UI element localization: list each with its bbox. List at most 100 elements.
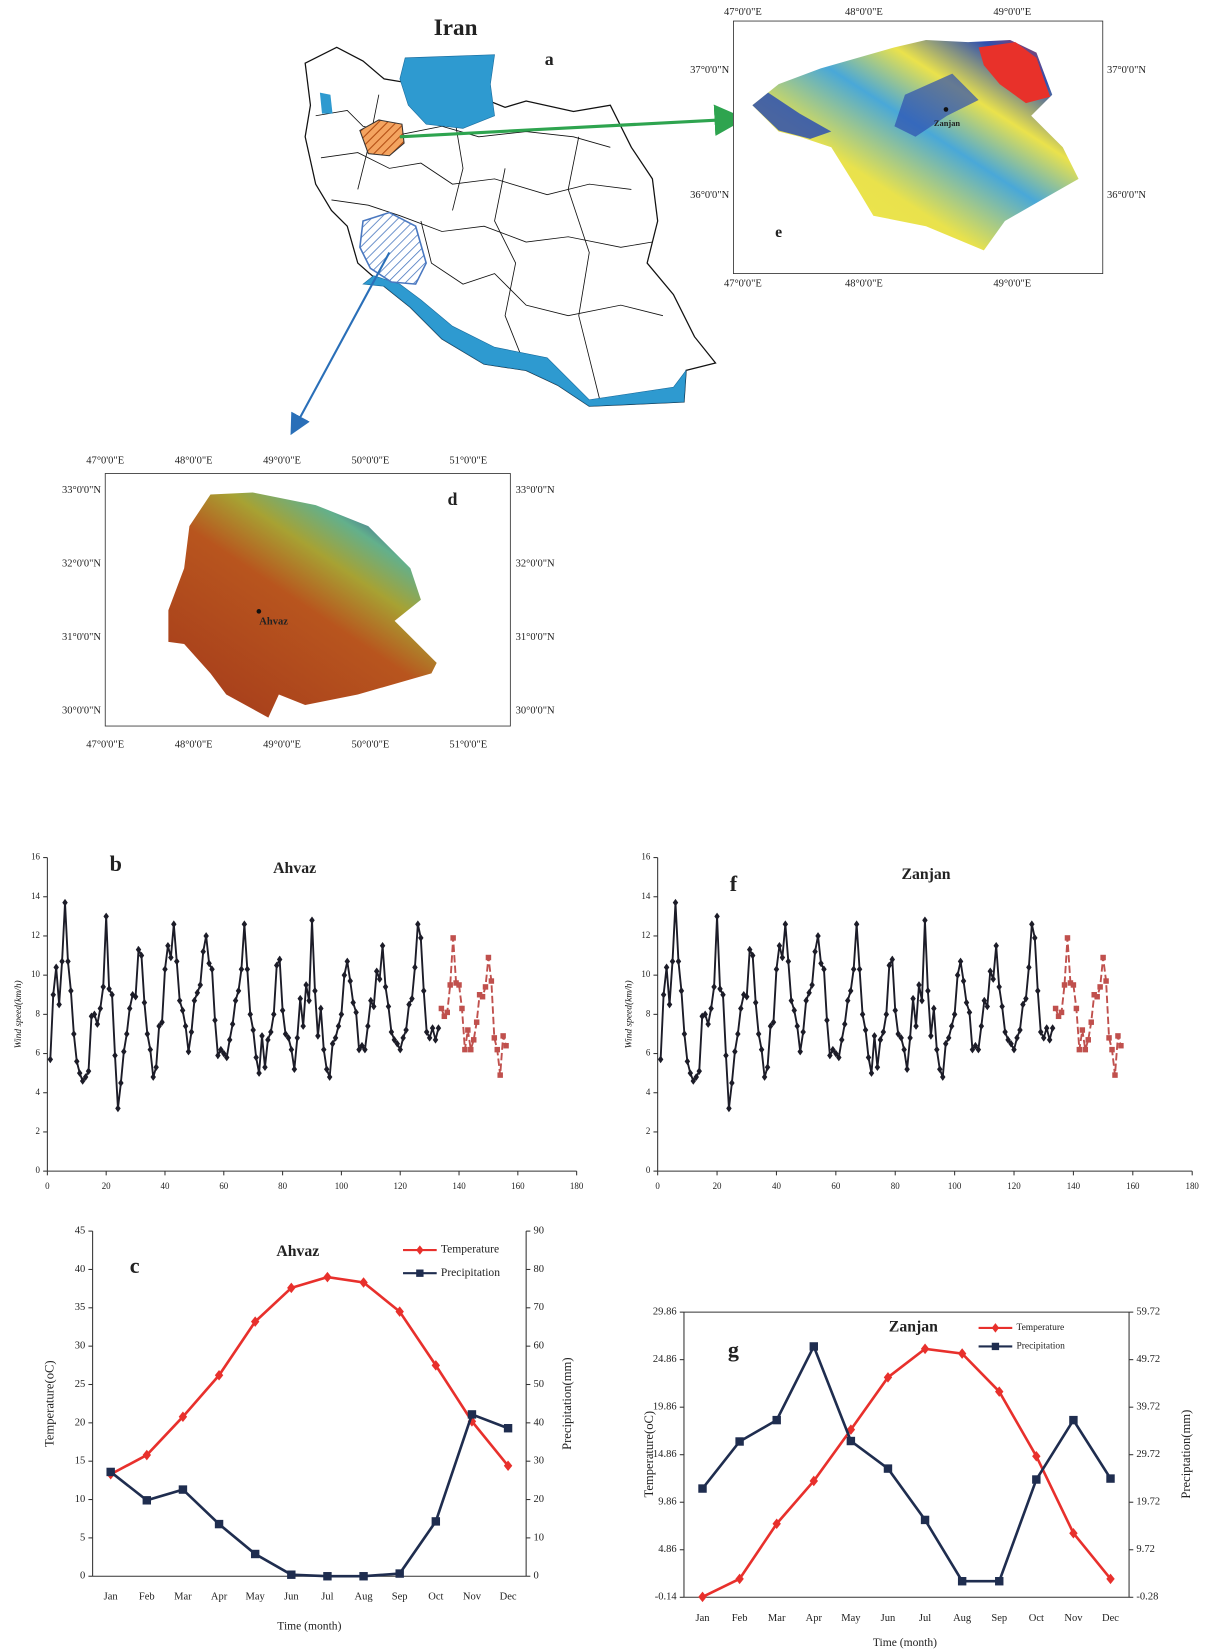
panel-label: a <box>545 49 554 69</box>
marker <box>430 1024 435 1032</box>
marker <box>1065 935 1070 940</box>
marker <box>901 1046 906 1054</box>
city-label: Ahvaz <box>259 616 288 627</box>
y-tick-label: 40 <box>75 1264 86 1275</box>
y2-tick-label: 19.72 <box>1136 1497 1160 1508</box>
marker <box>500 1033 505 1038</box>
marker <box>421 987 426 995</box>
city-dot <box>257 609 262 614</box>
x-tick-label: 140 <box>1067 1181 1081 1191</box>
marker <box>106 1468 114 1476</box>
marker <box>1118 1043 1123 1048</box>
chart: 0246810121416020406080100120140160180Zan… <box>623 852 1199 1191</box>
marker <box>227 1036 232 1044</box>
marker <box>298 995 303 1003</box>
y-axis-label: Wind speed(km/h) <box>13 980 24 1048</box>
lat-label: 31°0'0"N <box>516 632 555 643</box>
y-tick-label: 35 <box>75 1302 86 1313</box>
y-tick-label: 0 <box>80 1571 85 1582</box>
marker <box>1097 984 1102 989</box>
map-iran: Iran a <box>293 15 740 432</box>
y-tick-label: -0.14 <box>655 1592 678 1603</box>
marker <box>676 958 681 966</box>
y-tick-label: 16 <box>641 852 650 862</box>
lat-label: 33°0'0"N <box>516 485 555 496</box>
marker <box>1035 987 1040 995</box>
x-tick-label: 40 <box>161 1181 170 1191</box>
marker <box>1088 1019 1093 1024</box>
y2-axis-label: Precipitation(mm) <box>560 1357 574 1449</box>
marker <box>884 1011 889 1019</box>
marker <box>445 1010 450 1015</box>
marker <box>200 948 205 956</box>
marker <box>318 1005 323 1013</box>
marker <box>95 1020 100 1028</box>
marker <box>925 987 930 995</box>
lat-label: 30°0'0"N <box>516 706 555 717</box>
marker <box>673 899 678 907</box>
marker <box>183 1022 188 1030</box>
panel-label: g <box>728 1337 739 1362</box>
lat-label: 37°0'0"N <box>690 65 729 76</box>
y-tick-label: 14 <box>31 891 40 901</box>
marker <box>143 1496 151 1504</box>
marker <box>165 942 170 950</box>
marker <box>762 1073 767 1081</box>
city-label: Zanjan <box>934 119 960 128</box>
marker <box>892 1007 897 1015</box>
marker <box>480 994 485 999</box>
y-tick-label: 20 <box>75 1417 86 1428</box>
marker <box>483 984 488 989</box>
map-zanjan: Zanjan e 47°0'0"E 48°0'0"E 49°0'0"E 47°0… <box>690 7 1146 289</box>
marker <box>303 981 308 989</box>
lon-label: 47°0'0"E <box>724 279 762 290</box>
marker <box>127 1005 132 1013</box>
y-tick-label: 9.86 <box>658 1497 676 1508</box>
marker <box>342 971 347 979</box>
panel-label: f <box>730 871 738 896</box>
y2-tick-label: 29.72 <box>1136 1449 1160 1460</box>
y2-tick-label: 60 <box>534 1341 545 1352</box>
x-tick-label: May <box>841 1613 861 1624</box>
marker <box>1083 1047 1088 1052</box>
marker <box>98 1005 103 1013</box>
marker <box>1109 1047 1114 1052</box>
x-tick-label: 180 <box>1185 1181 1199 1191</box>
marker <box>789 997 794 1005</box>
marker <box>774 965 779 973</box>
y-tick-label: 4 <box>646 1087 651 1097</box>
marker <box>928 1032 933 1040</box>
marker <box>869 1069 874 1077</box>
marker <box>1115 1033 1120 1038</box>
x-tick-label: Dec <box>1102 1613 1119 1624</box>
marker <box>250 1026 255 1034</box>
x-tick-label: Mar <box>768 1613 786 1624</box>
y-tick-label: 15 <box>75 1456 86 1467</box>
marker <box>1106 1035 1111 1040</box>
y-tick-label: 45 <box>75 1226 86 1237</box>
x-tick-label: Aug <box>355 1592 374 1603</box>
marker <box>780 954 785 962</box>
marker <box>979 1022 984 1030</box>
marker <box>847 1437 855 1445</box>
marker <box>753 999 758 1007</box>
marker <box>1047 1036 1052 1044</box>
marker <box>1059 1010 1064 1015</box>
y2-tick-label: 20 <box>534 1494 545 1505</box>
marker <box>236 987 241 995</box>
marker <box>996 983 1001 991</box>
marker <box>857 965 862 973</box>
marker <box>772 1416 780 1424</box>
marker <box>735 1437 743 1445</box>
marker <box>56 1001 61 1009</box>
y-tick-label: 6 <box>646 1048 651 1058</box>
y-tick-label: 14 <box>641 891 650 901</box>
marker <box>910 995 915 1003</box>
marker <box>504 1424 512 1432</box>
y-tick-label: 24.86 <box>653 1354 677 1365</box>
marker <box>380 942 385 950</box>
marker <box>418 934 423 942</box>
y-tick-label: 8 <box>36 1008 41 1018</box>
marker <box>658 1056 663 1064</box>
marker <box>145 1030 150 1038</box>
